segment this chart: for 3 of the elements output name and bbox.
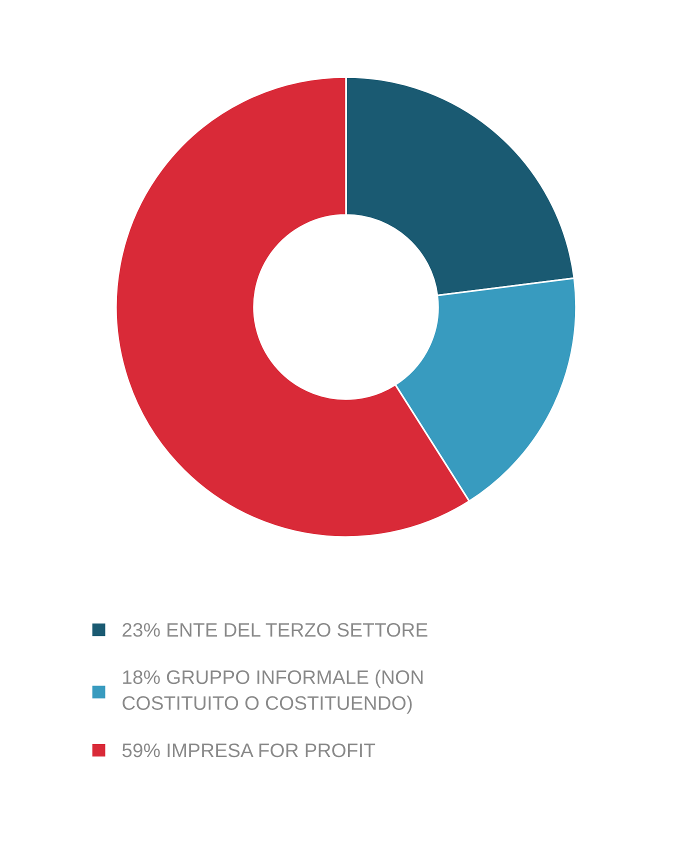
legend-label: 59% IMPRESA FOR PROFIT xyxy=(122,743,376,758)
legend-label: 23% ENTE DEL TERZO SETTORE xyxy=(122,623,428,637)
legend-label: 18% GRUPPO INFORMALE (NON COSTITUITO O COSTITUENDO) xyxy=(122,670,423,714)
